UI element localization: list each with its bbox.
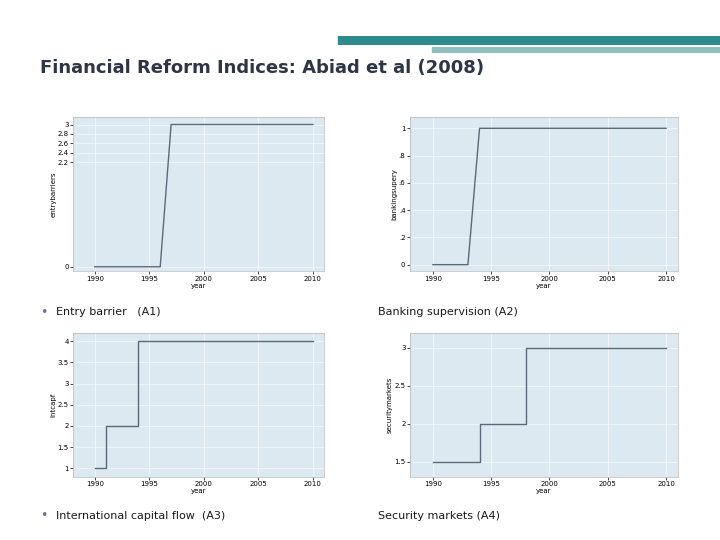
Y-axis label: Intcapf: Intcapf: [50, 393, 56, 417]
X-axis label: year: year: [191, 283, 206, 289]
Text: Entry barrier   (A1): Entry barrier (A1): [56, 307, 161, 317]
Bar: [338, 36, 720, 45]
X-axis label: year: year: [536, 283, 552, 289]
Text: •: •: [40, 306, 48, 319]
Y-axis label: bankingsupery: bankingsupery: [392, 168, 397, 220]
Bar: [432, 47, 720, 53]
X-axis label: year: year: [191, 488, 206, 494]
Y-axis label: entrybarriers: entrybarriers: [50, 172, 56, 217]
Text: •: •: [40, 509, 48, 522]
Text: Financial Reform Indices: Abiad et al (2008): Financial Reform Indices: Abiad et al (2…: [40, 59, 484, 77]
Text: Banking supervision (A2): Banking supervision (A2): [378, 307, 518, 317]
Text: 14: 14: [688, 11, 707, 25]
Text: International capital flow  (A3): International capital flow (A3): [56, 511, 225, 521]
Text: Security markets (A4): Security markets (A4): [378, 511, 500, 521]
Y-axis label: securitymarkets: securitymarkets: [387, 376, 393, 433]
X-axis label: year: year: [536, 488, 552, 494]
